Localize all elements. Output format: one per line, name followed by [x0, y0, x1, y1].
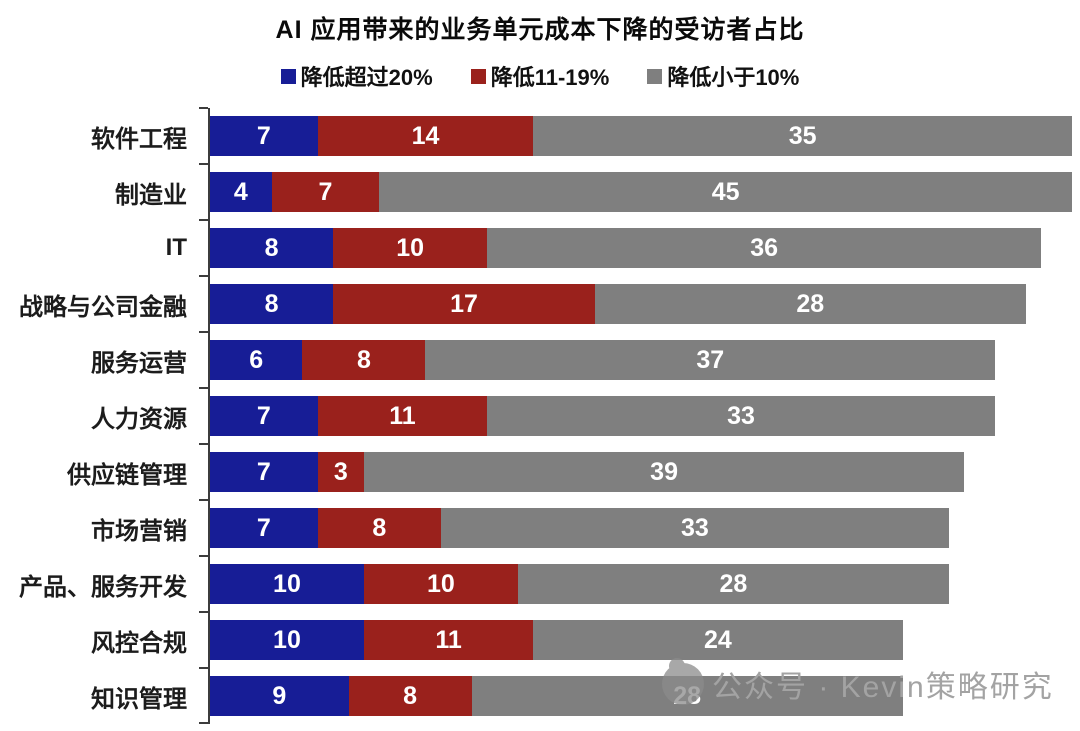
legend-swatch-blue-icon: [280, 68, 296, 84]
bar-rows: 软件工程 7 14 35 制造业 4 7 45 IT 8 10 36 战略与公司金融 8 17 28 服务运营 6…: [0, 107, 1080, 724]
chart-title: AI 应用带来的业务单元成本下降的受访者占比: [275, 16, 805, 44]
category-label: 市场营销: [91, 517, 187, 545]
bar-segment: 7: [210, 452, 318, 492]
bar-track: 7 3 39: [210, 452, 1072, 492]
bar-track: 7 11 33: [210, 396, 1072, 436]
bar-segment: 17: [333, 284, 595, 324]
bar-row: 市场营销 7 8 33: [0, 499, 1080, 556]
bar-track: 10 11 24: [210, 620, 1072, 660]
bar-segment: 11: [317, 396, 488, 436]
bar-segment: 24: [533, 620, 903, 660]
category-label: 服务运营: [91, 349, 187, 377]
bar-segment: 7: [210, 508, 318, 548]
bar-segment: 3: [317, 452, 364, 492]
bar-segment: 8: [210, 228, 334, 268]
bar-segment: 45: [379, 172, 1072, 212]
bar-segment: 14: [317, 116, 534, 156]
bar-row: 人力资源 7 11 33: [0, 387, 1080, 444]
legend-item-over-20: 降低超过20%: [280, 60, 433, 92]
bar-segment: 8: [317, 508, 441, 548]
bar-row: IT 8 10 36: [0, 219, 1080, 276]
bar-row: 战略与公司金融 8 17 28: [0, 275, 1080, 332]
bar-row: 软件工程 7 14 35: [0, 107, 1080, 164]
category-label: 人力资源: [91, 405, 187, 433]
legend-label: 降低小于10%: [667, 65, 800, 90]
legend-item-under-10: 降低小于10%: [647, 60, 799, 92]
plot-area: 软件工程 7 14 35 制造业 4 7 45 IT 8 10 36 战略与公司金融 8 17 28 服务运营 6…: [0, 107, 1080, 724]
bar-segment: 36: [487, 228, 1042, 268]
bar-segment: 7: [210, 396, 318, 436]
bar-segment: 7: [271, 172, 380, 212]
bar-segment: 4: [210, 172, 272, 212]
bar-track: 8 17 28: [210, 284, 1072, 324]
bar-segment: 33: [440, 508, 949, 548]
bar-track: 7 14 35: [210, 116, 1072, 156]
bar-segment: 8: [210, 284, 334, 324]
category-label: 产品、服务开发: [19, 573, 187, 601]
legend-label: 降低超过20%: [300, 65, 433, 90]
bar-row: 供应链管理 7 3 39: [0, 443, 1080, 500]
bar-row: 知识管理 9 8 28: [0, 667, 1080, 724]
category-label: 知识管理: [91, 685, 187, 713]
bar-track: 4 7 45: [210, 172, 1072, 212]
bar-segment: 8: [348, 676, 472, 716]
bar-track: 10 10 28: [210, 564, 1072, 604]
bar-segment: 28: [517, 564, 949, 604]
y-axis-line: [208, 108, 210, 724]
legend-item-11-19: 降低11-19%: [470, 60, 610, 92]
bar-row: 风控合规 10 11 24: [0, 611, 1080, 668]
category-label: 战略与公司金融: [19, 293, 187, 321]
bar-track: 9 8 28: [210, 676, 1072, 716]
bar-track: 8 10 36: [210, 228, 1072, 268]
bar-segment: 7: [210, 116, 318, 156]
legend-swatch-red-icon: [470, 68, 486, 84]
bar-segment: 8: [302, 340, 426, 380]
legend: 降低超过20% 降低11-19% 降低小于10%: [0, 60, 1080, 92]
bar-segment: 10: [210, 620, 364, 660]
bar-segment: 37: [425, 340, 996, 380]
bar-segment: 39: [363, 452, 965, 492]
legend-swatch-gray-icon: [647, 68, 663, 84]
bar-segment: 10: [210, 564, 364, 604]
bar-segment: 11: [363, 620, 534, 660]
legend-label: 降低11-19%: [490, 65, 610, 90]
bar-segment: 10: [333, 228, 488, 268]
category-label: 供应链管理: [67, 461, 187, 489]
bar-segment: 10: [363, 564, 518, 604]
bar-segment: 6: [210, 340, 303, 380]
bar-segment: 28: [594, 284, 1026, 324]
bar-segment: 33: [487, 396, 996, 436]
bar-row: 产品、服务开发 10 10 28: [0, 555, 1080, 612]
category-label: 制造业: [115, 181, 187, 209]
bar-track: 6 8 37: [210, 340, 1072, 380]
category-label: 软件工程: [91, 125, 187, 153]
bar-segment: 35: [533, 116, 1072, 156]
bar-track: 7 8 33: [210, 508, 1072, 548]
bar-segment: 28: [471, 676, 903, 716]
category-label: IT: [165, 234, 187, 261]
bar-row: 制造业 4 7 45: [0, 163, 1080, 220]
bar-segment: 9: [210, 676, 349, 716]
bar-row: 服务运营 6 8 37: [0, 331, 1080, 388]
category-label: 风控合规: [91, 629, 187, 657]
